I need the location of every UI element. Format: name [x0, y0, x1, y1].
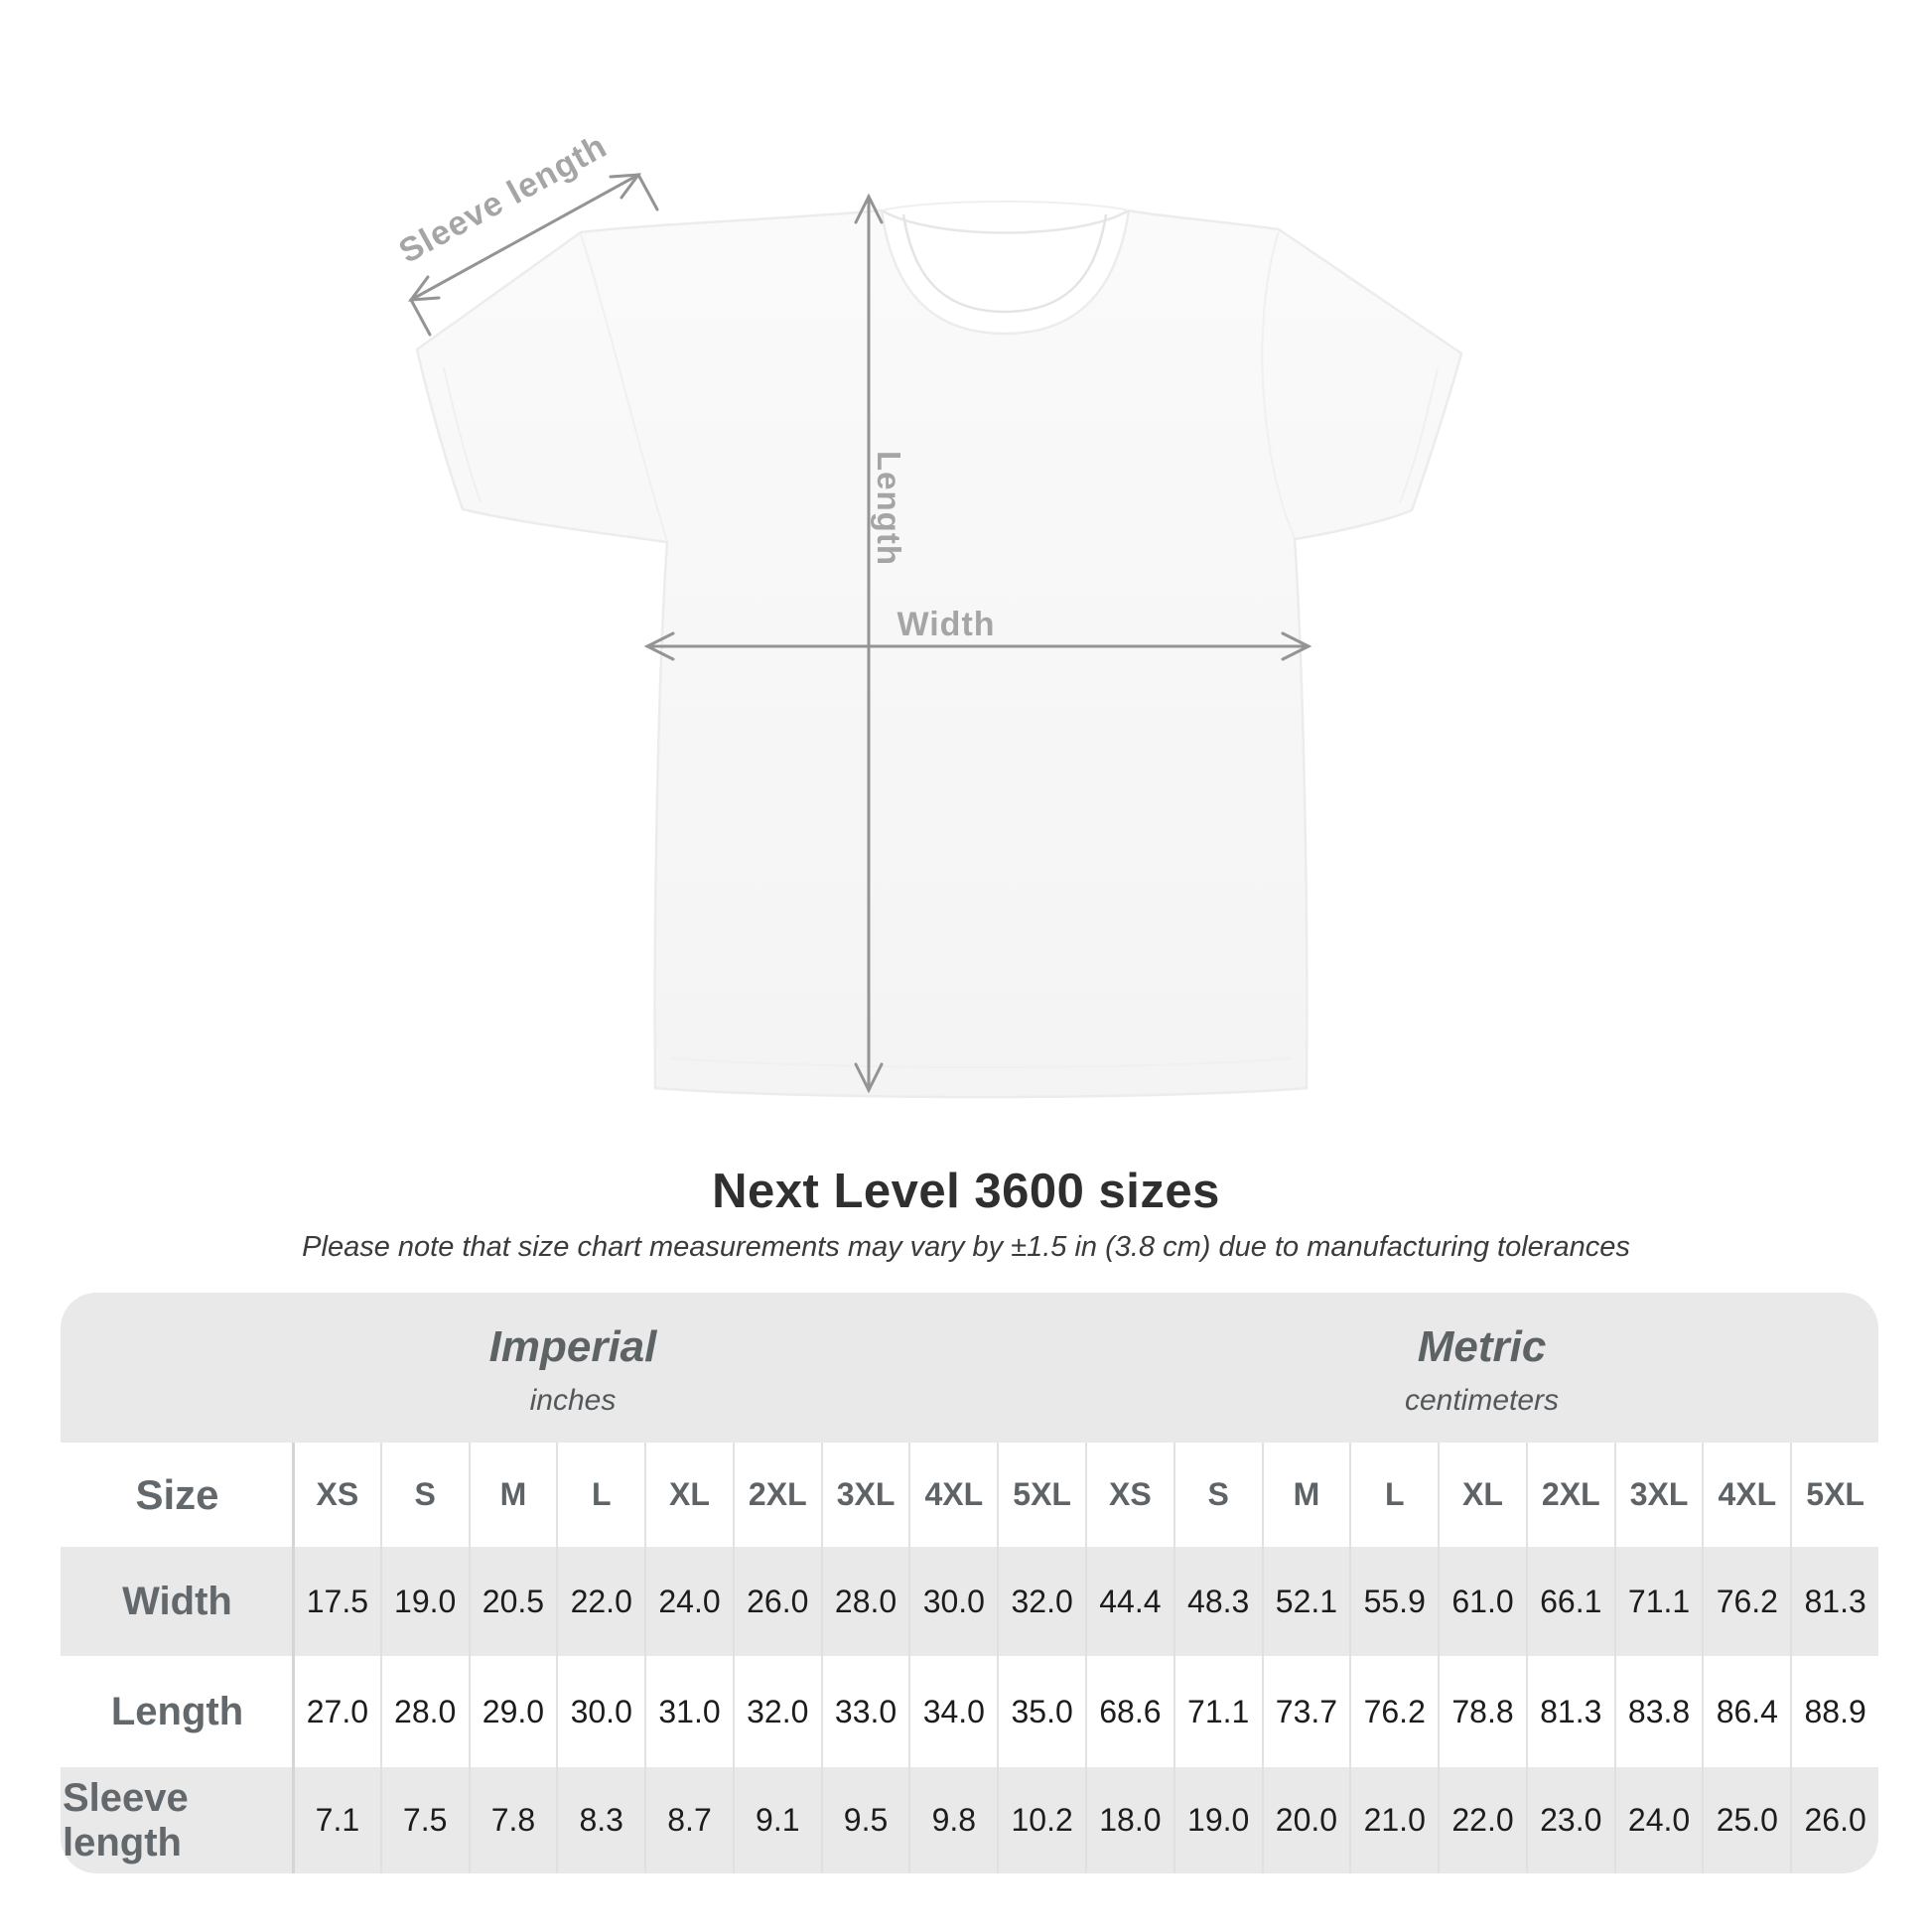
- size-value: 21.0: [1349, 1767, 1438, 1873]
- size-value: 27.0: [292, 1656, 380, 1767]
- size-value: 19.0: [1173, 1767, 1262, 1873]
- unit-group-imperial-name: Imperial: [488, 1321, 657, 1371]
- width-label: Width: [897, 606, 995, 643]
- size-value: 68.6: [1085, 1656, 1173, 1767]
- unit-group-metric: Metric centimeters: [1085, 1293, 1878, 1443]
- row-label: Sleeve length: [63, 1775, 189, 1864]
- size-value: 32.0: [997, 1547, 1085, 1656]
- size-value: 61.0: [1438, 1547, 1526, 1656]
- size-col-header: L: [1349, 1443, 1439, 1547]
- size-value: 26.0: [1790, 1767, 1878, 1873]
- length-label: Length: [871, 451, 907, 566]
- size-value: 76.2: [1702, 1547, 1790, 1656]
- size-col-header: 4XL: [1702, 1443, 1791, 1547]
- size-value: 18.0: [1085, 1767, 1173, 1873]
- size-value: 30.0: [908, 1547, 997, 1656]
- size-value: 9.1: [732, 1767, 821, 1873]
- collar: [881, 201, 1130, 314]
- size-col-header: 3XL: [1613, 1443, 1703, 1547]
- size-value: 35.0: [997, 1656, 1085, 1767]
- width-arrow: [643, 631, 1312, 661]
- size-value: 76.2: [1349, 1656, 1439, 1767]
- tshirt-diagram: Sleeve length Length Width: [393, 127, 1463, 1099]
- size-value: 19.0: [379, 1547, 469, 1656]
- size-value: 7.8: [468, 1767, 557, 1873]
- size-col-header: XS: [1085, 1443, 1173, 1547]
- size-value: 10.2: [997, 1767, 1085, 1873]
- size-value: 25.0: [1702, 1767, 1790, 1873]
- size-value: 30.0: [556, 1656, 645, 1767]
- size-value: 20.0: [1261, 1767, 1350, 1873]
- size-col-header: S: [379, 1443, 469, 1547]
- size-value: 83.8: [1613, 1656, 1703, 1767]
- size-value: 8.3: [556, 1767, 644, 1873]
- size-table: Imperial inches Metric centimeters Size X…: [61, 1293, 1878, 1873]
- size-value: 26.0: [732, 1547, 821, 1656]
- size-value: 81.3: [1525, 1656, 1614, 1767]
- seams: [443, 230, 1439, 1068]
- size-value: 66.1: [1525, 1547, 1614, 1656]
- size-corner-label: Size: [61, 1443, 292, 1547]
- size-value: 9.8: [908, 1767, 997, 1873]
- size-value: 88.9: [1790, 1656, 1878, 1767]
- size-col-header: XS: [292, 1443, 380, 1547]
- page-title: Next Level 3600 sizes: [712, 1165, 1220, 1218]
- row-label: Width: [122, 1579, 232, 1623]
- size-value: 7.1: [292, 1767, 380, 1873]
- unit-group-imperial-unit: inches: [529, 1383, 617, 1417]
- size-col-header: 5XL: [1790, 1443, 1878, 1547]
- tolerance-note: Please note that size chart measurements…: [302, 1231, 1630, 1263]
- size-value: 24.0: [644, 1547, 733, 1656]
- size-value: 31.0: [644, 1656, 733, 1767]
- size-value: 23.0: [1525, 1767, 1614, 1873]
- size-value: 81.3: [1790, 1547, 1878, 1656]
- size-value: 9.5: [820, 1767, 909, 1873]
- size-col-header: M: [468, 1443, 557, 1547]
- size-value: 71.1: [1613, 1547, 1703, 1656]
- size-value: 44.4: [1085, 1547, 1173, 1656]
- length-arrow: [854, 193, 884, 1094]
- size-value: 22.0: [1438, 1767, 1526, 1873]
- row-label: Length: [61, 1656, 292, 1767]
- size-col-header: 4XL: [908, 1443, 998, 1547]
- size-value: 55.9: [1349, 1547, 1438, 1656]
- size-col-header: S: [1173, 1443, 1262, 1547]
- unit-group-metric-name: Metric: [1417, 1321, 1547, 1371]
- tshirt: [415, 201, 1463, 1099]
- size-value: 32.0: [732, 1656, 821, 1767]
- size-value: 34.0: [908, 1656, 998, 1767]
- dimension-arrows: [407, 173, 1312, 1094]
- size-value: 52.1: [1261, 1547, 1350, 1656]
- size-value: 20.5: [468, 1547, 557, 1656]
- size-col-header: XL: [644, 1443, 733, 1547]
- sleeve-length-arrow: [407, 173, 659, 337]
- size-value: 48.3: [1173, 1547, 1262, 1656]
- size-col-header: 2XL: [732, 1443, 821, 1547]
- size-value: 71.1: [1173, 1656, 1262, 1767]
- size-col-header: 3XL: [820, 1443, 909, 1547]
- size-value: 22.0: [556, 1547, 644, 1656]
- size-value: 17.5: [292, 1547, 380, 1656]
- size-value: 24.0: [1613, 1767, 1703, 1873]
- size-col-header: L: [556, 1443, 645, 1547]
- size-value: 29.0: [468, 1656, 557, 1767]
- size-value: 8.7: [644, 1767, 733, 1873]
- size-value: 28.0: [820, 1547, 909, 1656]
- size-col-header: 5XL: [997, 1443, 1085, 1547]
- size-value: 86.4: [1702, 1656, 1791, 1767]
- size-value: 28.0: [379, 1656, 469, 1767]
- tshirt-body: [415, 208, 1463, 1099]
- size-value: 7.5: [379, 1767, 469, 1873]
- size-value: 78.8: [1438, 1656, 1526, 1767]
- size-col-header: XL: [1438, 1443, 1526, 1547]
- size-value: 73.7: [1261, 1656, 1350, 1767]
- unit-group-metric-unit: centimeters: [1404, 1383, 1560, 1417]
- unit-group-imperial: Imperial inches: [61, 1293, 1085, 1443]
- size-col-header: M: [1261, 1443, 1350, 1547]
- size-col-header: 2XL: [1525, 1443, 1614, 1547]
- size-value: 33.0: [820, 1656, 909, 1767]
